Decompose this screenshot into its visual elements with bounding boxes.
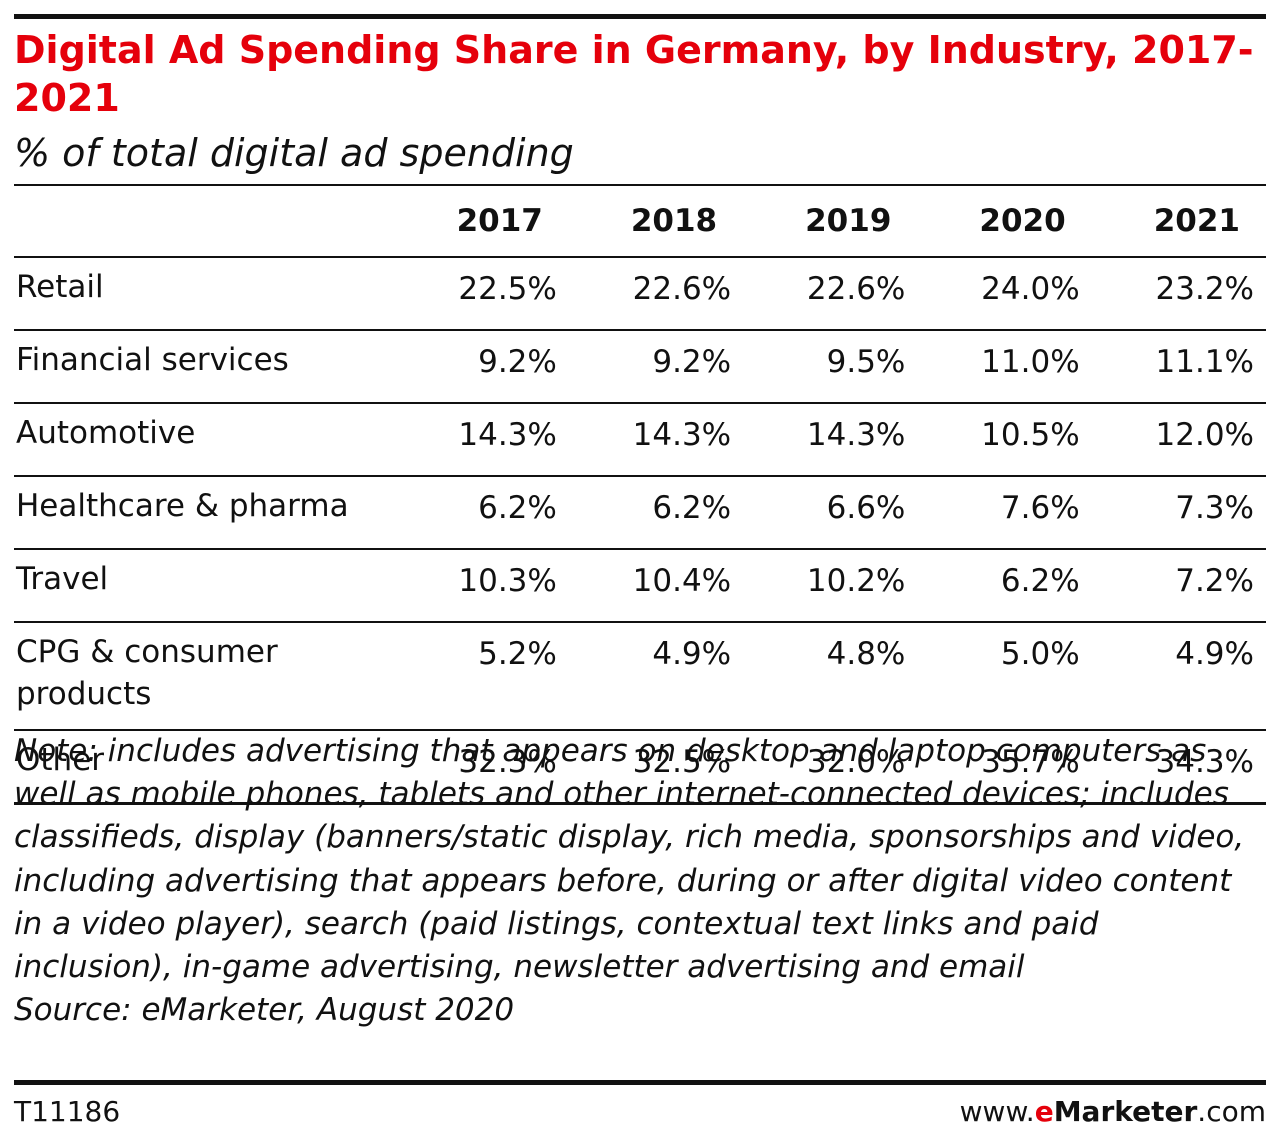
footnotes: Note: includes advertising that appears … bbox=[14, 730, 1266, 1032]
table-row-cpg: CPG & consumer products 5.2% 4.9% 4.8% 5… bbox=[14, 621, 1266, 730]
table-row-financial-services: Financial services 9.2% 9.2% 9.5% 11.0% … bbox=[14, 329, 1266, 403]
cell-value: 10.5% bbox=[917, 402, 1092, 476]
chart-subtitle: % of total digital ad spending bbox=[14, 131, 574, 175]
cell-value: 24.0% bbox=[917, 256, 1092, 330]
cell-value: 22.5% bbox=[394, 256, 569, 330]
cell-value: 32.0% bbox=[743, 729, 918, 805]
cell-value: 9.2% bbox=[568, 329, 744, 403]
column-header-2018: 2018 bbox=[630, 203, 718, 239]
cell-value: 7.6% bbox=[917, 475, 1092, 549]
brand-prefix: www. bbox=[959, 1095, 1035, 1128]
row-label: Travel bbox=[14, 548, 395, 622]
cell-value: 10.2% bbox=[743, 548, 918, 622]
row-label: Financial services bbox=[14, 329, 395, 403]
cell-value: 12.0% bbox=[1091, 402, 1266, 476]
table-row-retail: Retail 22.5% 22.6% 22.6% 24.0% 23.2% bbox=[14, 256, 1266, 330]
cell-value: 4.9% bbox=[1091, 621, 1266, 730]
cell-value: 5.2% bbox=[394, 621, 569, 730]
column-header-2017: 2017 bbox=[456, 203, 543, 239]
cell-value: 10.4% bbox=[568, 548, 744, 622]
cell-value: 9.2% bbox=[394, 329, 569, 403]
cell-value: 14.3% bbox=[568, 402, 744, 476]
cell-value: 4.9% bbox=[568, 621, 744, 730]
cell-value: 5.0% bbox=[917, 621, 1092, 730]
column-header-2021: 2021 bbox=[1153, 203, 1240, 239]
cell-value: 32.3% bbox=[394, 729, 569, 805]
cell-value: 7.2% bbox=[1091, 548, 1266, 622]
brand-name: Marketer bbox=[1053, 1095, 1198, 1128]
cell-value: 14.3% bbox=[743, 402, 918, 476]
bottom-rule bbox=[14, 1080, 1266, 1085]
cell-value: 14.3% bbox=[394, 402, 569, 476]
top-rule bbox=[14, 14, 1266, 19]
brand-url: www.eMarketer.com bbox=[960, 1092, 1266, 1132]
chart-title: Digital Ad Spending Share in Germany, by… bbox=[14, 28, 1254, 120]
cell-value: 22.6% bbox=[743, 256, 918, 330]
chart-id: T11186 bbox=[14, 1095, 121, 1128]
brand-e: e bbox=[1034, 1095, 1054, 1128]
cell-value: 11.0% bbox=[917, 329, 1092, 403]
cell-value: 35.7% bbox=[917, 729, 1092, 805]
data-table: 2017 2018 2019 2020 2021 Retail 22.5% 22… bbox=[14, 184, 1266, 805]
cell-value: 23.2% bbox=[1091, 256, 1266, 330]
column-header-2020: 2020 bbox=[979, 203, 1066, 239]
row-label: Healthcare & pharma bbox=[14, 475, 395, 549]
brand-suffix: .com bbox=[1197, 1095, 1266, 1128]
cell-value: 7.3% bbox=[1091, 475, 1266, 549]
cell-value: 6.2% bbox=[568, 475, 744, 549]
cell-value: 10.3% bbox=[394, 548, 569, 622]
row-label: Other bbox=[14, 729, 395, 805]
row-label: CPG & consumer products bbox=[14, 621, 395, 730]
cell-value: 34.3% bbox=[1091, 729, 1266, 805]
cell-value: 11.1% bbox=[1091, 329, 1266, 403]
table-row-other: Other 32.3% 32.5% 32.0% 35.7% 34.3% bbox=[14, 729, 1266, 805]
cell-value: 6.2% bbox=[917, 548, 1092, 622]
cell-value: 9.5% bbox=[743, 329, 918, 403]
cell-value: 4.8% bbox=[743, 621, 918, 730]
source-text: Source: eMarketer, August 2020 bbox=[14, 992, 515, 1029]
table-row-automotive: Automotive 14.3% 14.3% 14.3% 10.5% 12.0% bbox=[14, 402, 1266, 476]
column-header-2019: 2019 bbox=[805, 203, 892, 239]
cell-value: 6.6% bbox=[743, 475, 918, 549]
cell-value: 32.5% bbox=[568, 729, 744, 805]
table-row-healthcare-pharma: Healthcare & pharma 6.2% 6.2% 6.6% 7.6% … bbox=[14, 475, 1266, 549]
cell-value: 22.6% bbox=[568, 256, 744, 330]
table-header-row: 2017 2018 2019 2020 2021 bbox=[14, 185, 1266, 257]
cell-value: 6.2% bbox=[394, 475, 569, 549]
row-label: Retail bbox=[14, 256, 395, 330]
data-table-container: 2017 2018 2019 2020 2021 Retail 22.5% 22… bbox=[14, 184, 1266, 805]
row-label: Automotive bbox=[14, 402, 395, 476]
note-text: Note: includes advertising that appears … bbox=[14, 733, 1245, 986]
header-label-cell bbox=[14, 185, 395, 257]
table-row-travel: Travel 10.3% 10.4% 10.2% 6.2% 7.2% bbox=[14, 548, 1266, 622]
